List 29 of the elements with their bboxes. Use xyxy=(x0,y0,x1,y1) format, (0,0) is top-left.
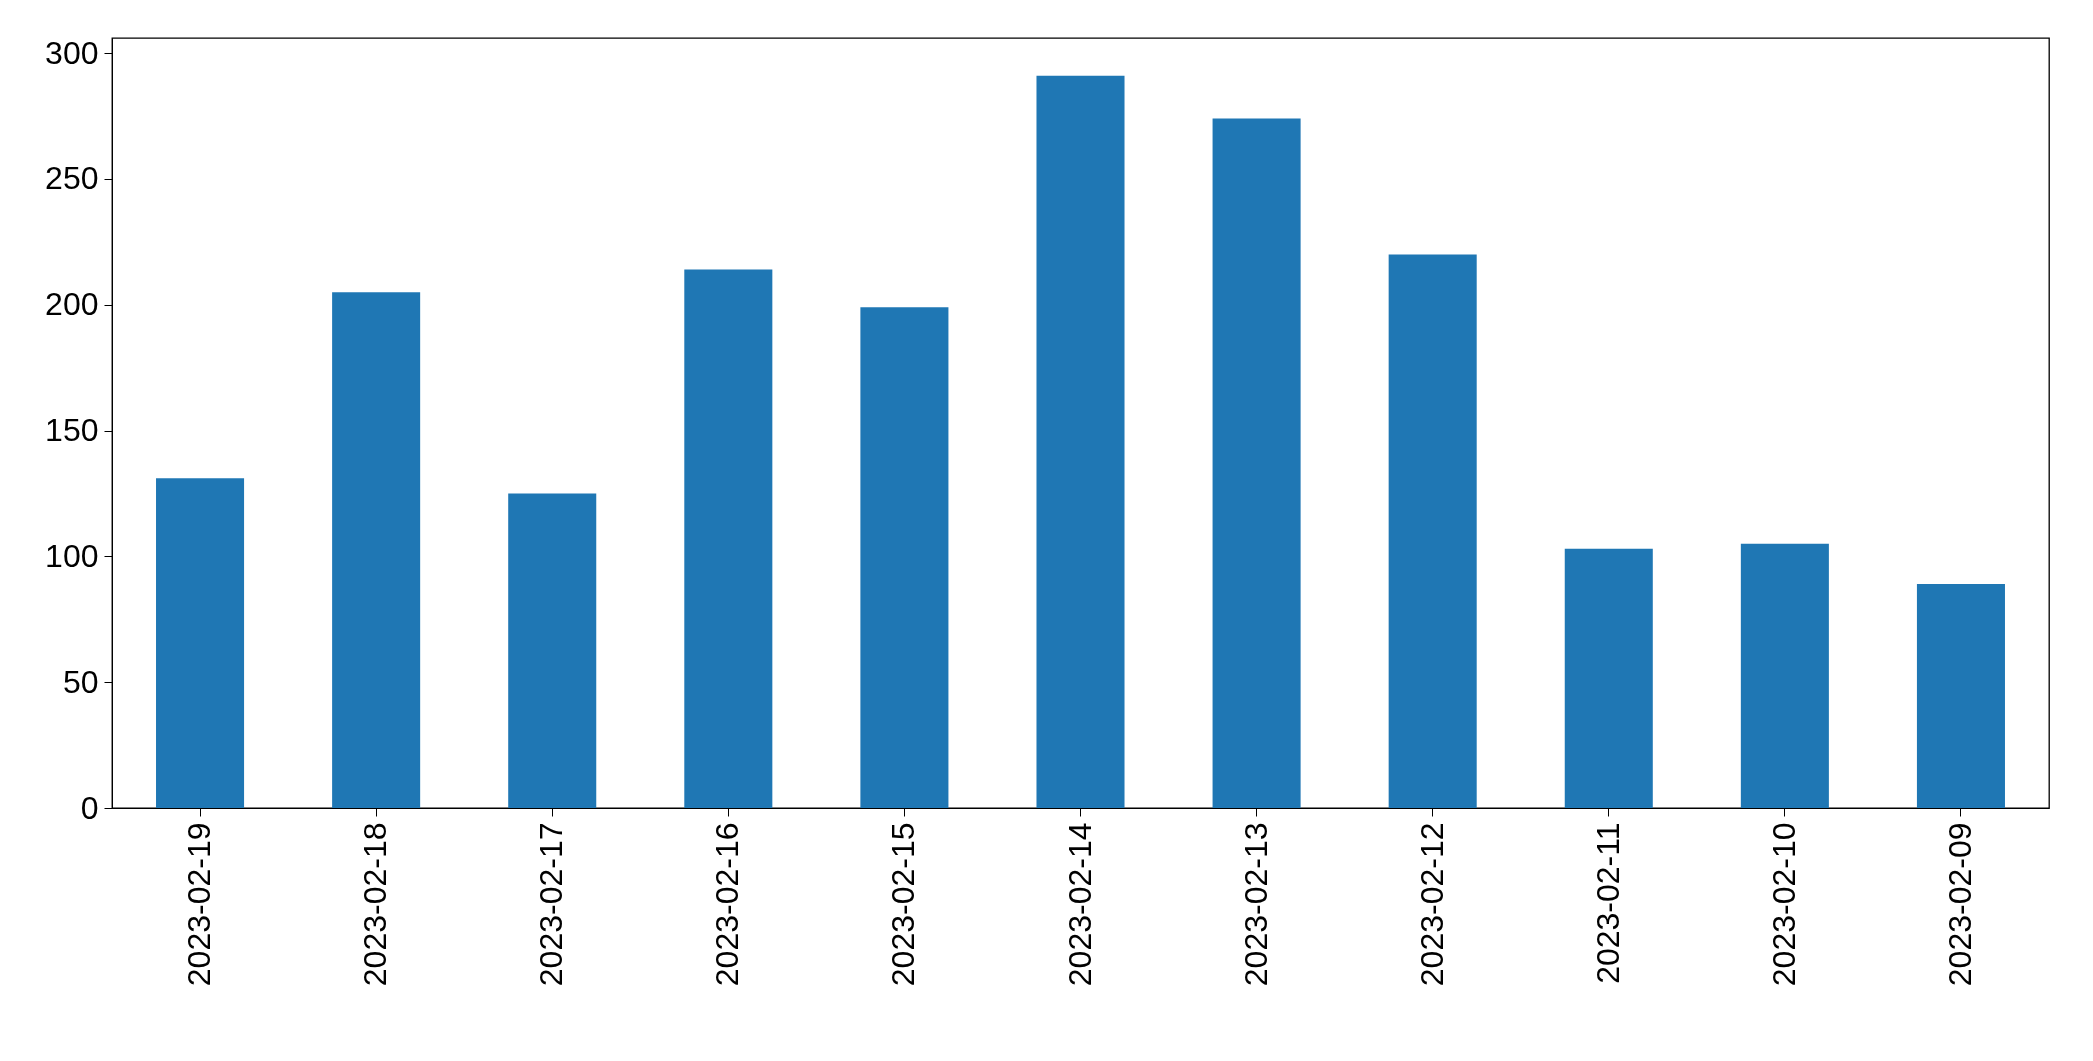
bar xyxy=(1740,543,1829,808)
bar xyxy=(332,292,421,808)
bar xyxy=(508,493,597,808)
x-tick-label: 2023-02-13 xyxy=(1237,822,1274,987)
x-tick-label: 2023-02-14 xyxy=(1061,822,1098,987)
bar xyxy=(156,478,245,808)
y-tick-label: 200 xyxy=(45,286,99,323)
bar xyxy=(1036,75,1125,808)
y-tick-label: 100 xyxy=(45,537,99,574)
x-tick-label: 2023-02-16 xyxy=(709,822,746,987)
bar xyxy=(1916,584,2005,808)
y-tick-label: 50 xyxy=(62,663,99,700)
x-tick-label: 2023-02-18 xyxy=(357,822,394,987)
y-tick-label: 0 xyxy=(80,789,99,826)
bar xyxy=(1388,254,1477,808)
bar xyxy=(1564,548,1653,808)
x-tick-label: 2023-02-19 xyxy=(181,822,218,987)
bar xyxy=(1212,118,1301,808)
bar xyxy=(684,269,773,808)
x-tick-label: 2023-02-09 xyxy=(1941,822,1978,987)
x-tick-label: 2023-02-10 xyxy=(1765,822,1802,987)
bar xyxy=(860,307,949,808)
x-tick-label: 2023-02-17 xyxy=(533,822,570,987)
x-tick-label: 2023-02-15 xyxy=(885,822,922,987)
y-tick-label: 300 xyxy=(45,34,99,71)
y-tick-label: 250 xyxy=(45,160,99,197)
y-tick-label: 150 xyxy=(45,412,99,449)
x-tick-label: 2023-02-12 xyxy=(1413,822,1450,987)
x-tick-label: 2023-02-11 xyxy=(1589,822,1626,984)
